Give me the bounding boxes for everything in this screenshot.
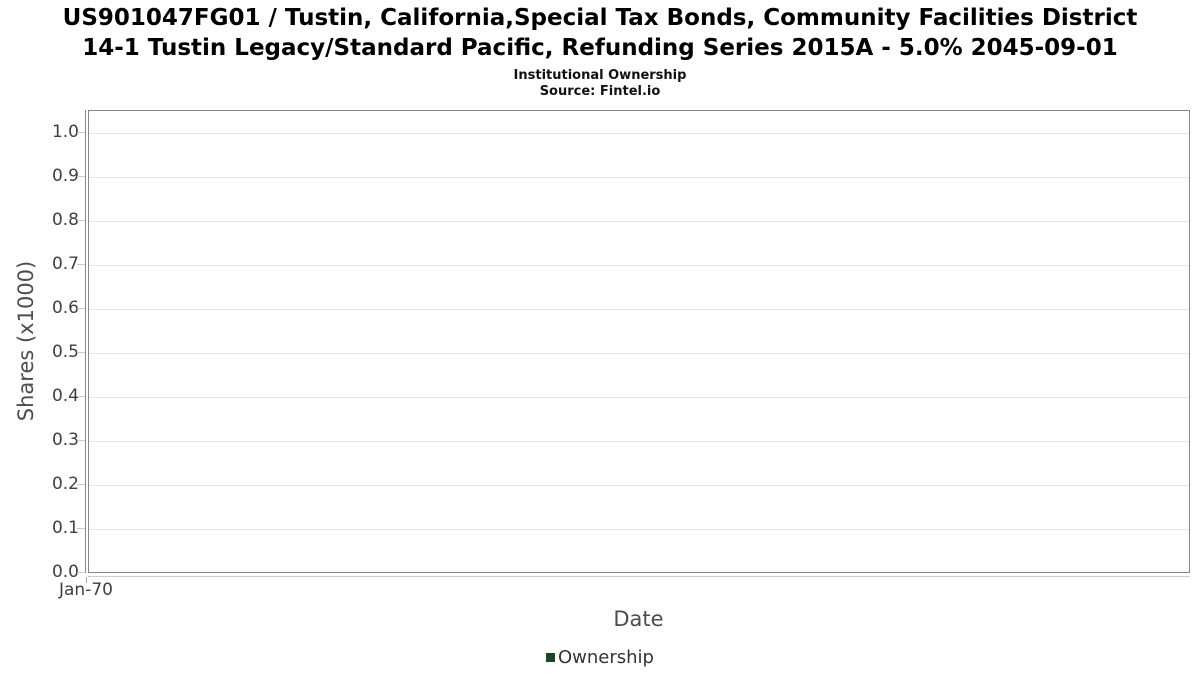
- y-tick-mark: [77, 528, 85, 529]
- gridline: [89, 309, 1189, 310]
- y-tick-label: 0.2: [51, 474, 79, 494]
- y-tick-mark: [77, 484, 85, 485]
- y-tick-mark: [77, 572, 85, 573]
- y-tick-mark: [77, 132, 85, 133]
- gridline: [89, 221, 1189, 222]
- legend-item-ownership[interactable]: Ownership: [0, 647, 1200, 668]
- y-tick-label: 0.7: [51, 254, 79, 274]
- gridline: [89, 441, 1189, 442]
- y-tick-mark: [77, 220, 85, 221]
- x-axis-line: [88, 576, 1190, 577]
- plot-area: [88, 110, 1190, 573]
- y-tick-label: 0.0: [51, 562, 79, 582]
- gridline: [89, 265, 1189, 266]
- y-axis-line: [85, 110, 86, 573]
- y-tick-label: 0.6: [51, 298, 79, 318]
- gridline: [89, 353, 1189, 354]
- chart-subtitle: Institutional Ownership: [513, 68, 687, 83]
- chart-title-line1: US901047FG01 / Tustin, California,Specia…: [62, 5, 1138, 31]
- y-tick-label: 0.9: [51, 166, 79, 186]
- y-tick-mark: [77, 440, 85, 441]
- y-tick-label: 0.1: [51, 518, 79, 538]
- gridline: [89, 485, 1189, 486]
- y-tick-label: 0.3: [51, 430, 79, 450]
- chart-title: US901047FG01 / Tustin, California,Specia…: [0, 3, 1200, 63]
- y-tick-label: 0.8: [51, 210, 79, 230]
- gridline: [89, 177, 1189, 178]
- legend-series-marker-icon: [546, 653, 555, 662]
- y-tick-mark: [77, 176, 85, 177]
- y-tick-mark: [77, 308, 85, 309]
- y-tick-mark: [77, 396, 85, 397]
- y-axis-title: Shares (x1000): [14, 260, 38, 422]
- gridline: [89, 133, 1189, 134]
- y-tick-label: 1.0: [51, 122, 79, 142]
- chart-source-label: Source: Fintel.io: [539, 84, 661, 99]
- y-tick-label: 0.4: [51, 386, 79, 406]
- y-tick-mark: [77, 352, 85, 353]
- x-tick-label: Jan-70: [59, 580, 113, 600]
- x-axis-title: Date: [613, 607, 664, 631]
- x-tick-mark: [86, 577, 87, 583]
- legend-series-label: Ownership: [558, 647, 654, 668]
- gridline: [89, 397, 1189, 398]
- chart-title-line2: 14-1 Tustin Legacy/Standard Pacific, Ref…: [82, 35, 1118, 61]
- gridline: [89, 529, 1189, 530]
- y-tick-mark: [77, 264, 85, 265]
- y-tick-label: 0.5: [51, 342, 79, 362]
